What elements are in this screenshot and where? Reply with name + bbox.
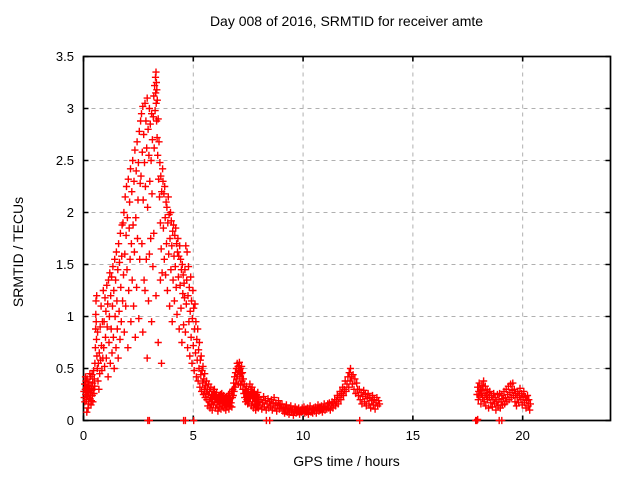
- y-tick-label: 2: [67, 205, 74, 220]
- x-tick-label: 10: [296, 428, 310, 443]
- x-tick-label: 5: [190, 428, 197, 443]
- y-tick-label: 1: [67, 309, 74, 324]
- x-tick-label: 0: [80, 428, 87, 443]
- axis-border: [82, 55, 612, 422]
- x-tick-label: 20: [515, 428, 529, 443]
- y-axis-label: SRMTID / TECUs: [10, 196, 26, 308]
- data-points: [80, 68, 534, 425]
- y-tick-label: 2.5: [56, 153, 74, 168]
- grid-lines: [83, 56, 611, 421]
- y-tick-label: 0: [67, 413, 74, 428]
- x-axis-label: GPS time / hours: [293, 453, 400, 469]
- y-tick-label: 3.5: [56, 49, 74, 64]
- y-tick-label: 0.5: [56, 361, 74, 376]
- y-tick-label: 1.5: [56, 257, 74, 272]
- tick-marks: [82, 55, 611, 422]
- x-tick-label: 15: [406, 428, 420, 443]
- chart-title: Day 008 of 2016, SRMTID for receiver amt…: [209, 13, 484, 29]
- y-tick-label: 3: [67, 101, 74, 116]
